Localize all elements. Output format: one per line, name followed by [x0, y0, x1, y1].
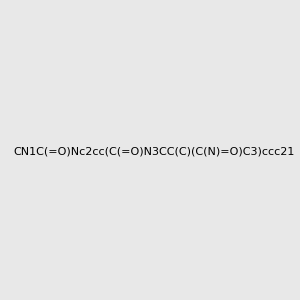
Text: CN1C(=O)Nc2cc(C(=O)N3CC(C)(C(N)=O)C3)ccc21: CN1C(=O)Nc2cc(C(=O)N3CC(C)(C(N)=O)C3)ccc…: [13, 146, 294, 157]
